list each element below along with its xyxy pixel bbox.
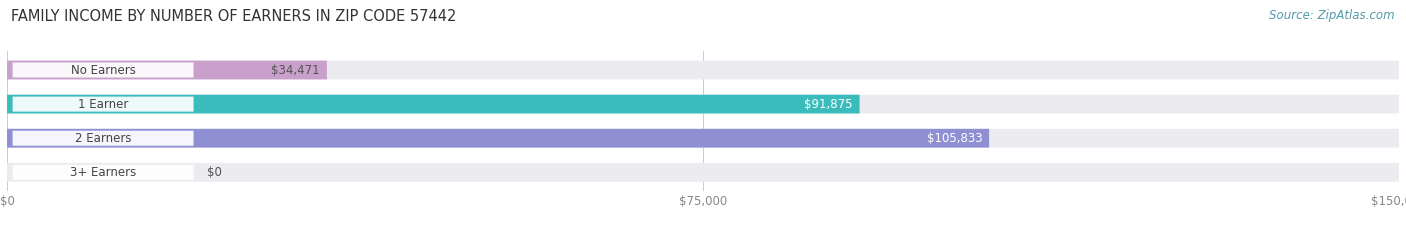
Text: FAMILY INCOME BY NUMBER OF EARNERS IN ZIP CODE 57442: FAMILY INCOME BY NUMBER OF EARNERS IN ZI…: [11, 9, 457, 24]
FancyBboxPatch shape: [7, 163, 1399, 182]
Text: 3+ Earners: 3+ Earners: [70, 166, 136, 179]
FancyBboxPatch shape: [13, 131, 194, 146]
Text: $0: $0: [208, 166, 222, 179]
Text: $91,875: $91,875: [804, 98, 852, 111]
FancyBboxPatch shape: [7, 61, 328, 79]
Text: $105,833: $105,833: [927, 132, 983, 145]
Text: 1 Earner: 1 Earner: [77, 98, 128, 111]
Text: No Earners: No Earners: [70, 64, 135, 76]
FancyBboxPatch shape: [13, 165, 194, 180]
Text: $34,471: $34,471: [271, 64, 321, 76]
FancyBboxPatch shape: [13, 62, 194, 78]
FancyBboxPatch shape: [7, 95, 859, 113]
FancyBboxPatch shape: [7, 129, 988, 147]
FancyBboxPatch shape: [13, 97, 194, 112]
FancyBboxPatch shape: [7, 61, 1399, 79]
FancyBboxPatch shape: [7, 95, 1399, 113]
FancyBboxPatch shape: [7, 129, 1399, 147]
Text: 2 Earners: 2 Earners: [75, 132, 131, 145]
Text: Source: ZipAtlas.com: Source: ZipAtlas.com: [1270, 9, 1395, 22]
